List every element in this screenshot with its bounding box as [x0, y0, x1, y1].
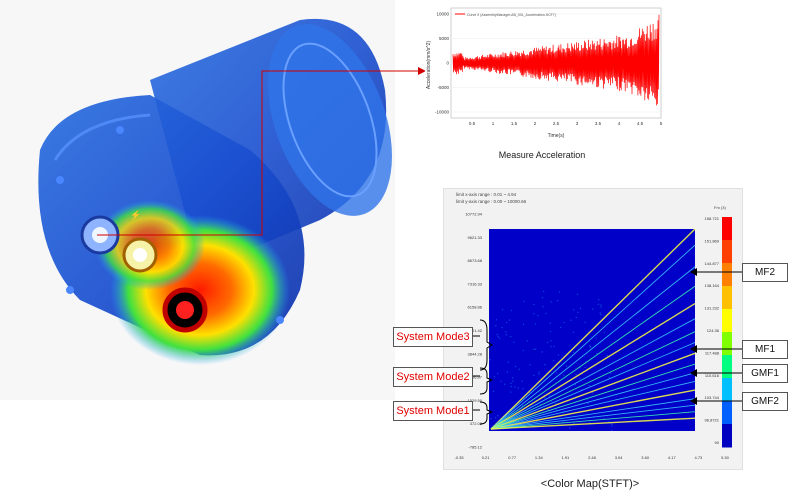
gmf1-label: GMF1	[742, 364, 788, 383]
system-mode3-label: System Mode3	[393, 327, 473, 347]
mf2-label: MF2	[742, 263, 788, 282]
mf1-label: MF1	[742, 340, 788, 359]
system-mode1-label: System Mode1	[393, 401, 473, 421]
gmf2-label: GMF2	[742, 392, 788, 411]
system-mode2-label: System Mode2	[393, 367, 473, 387]
